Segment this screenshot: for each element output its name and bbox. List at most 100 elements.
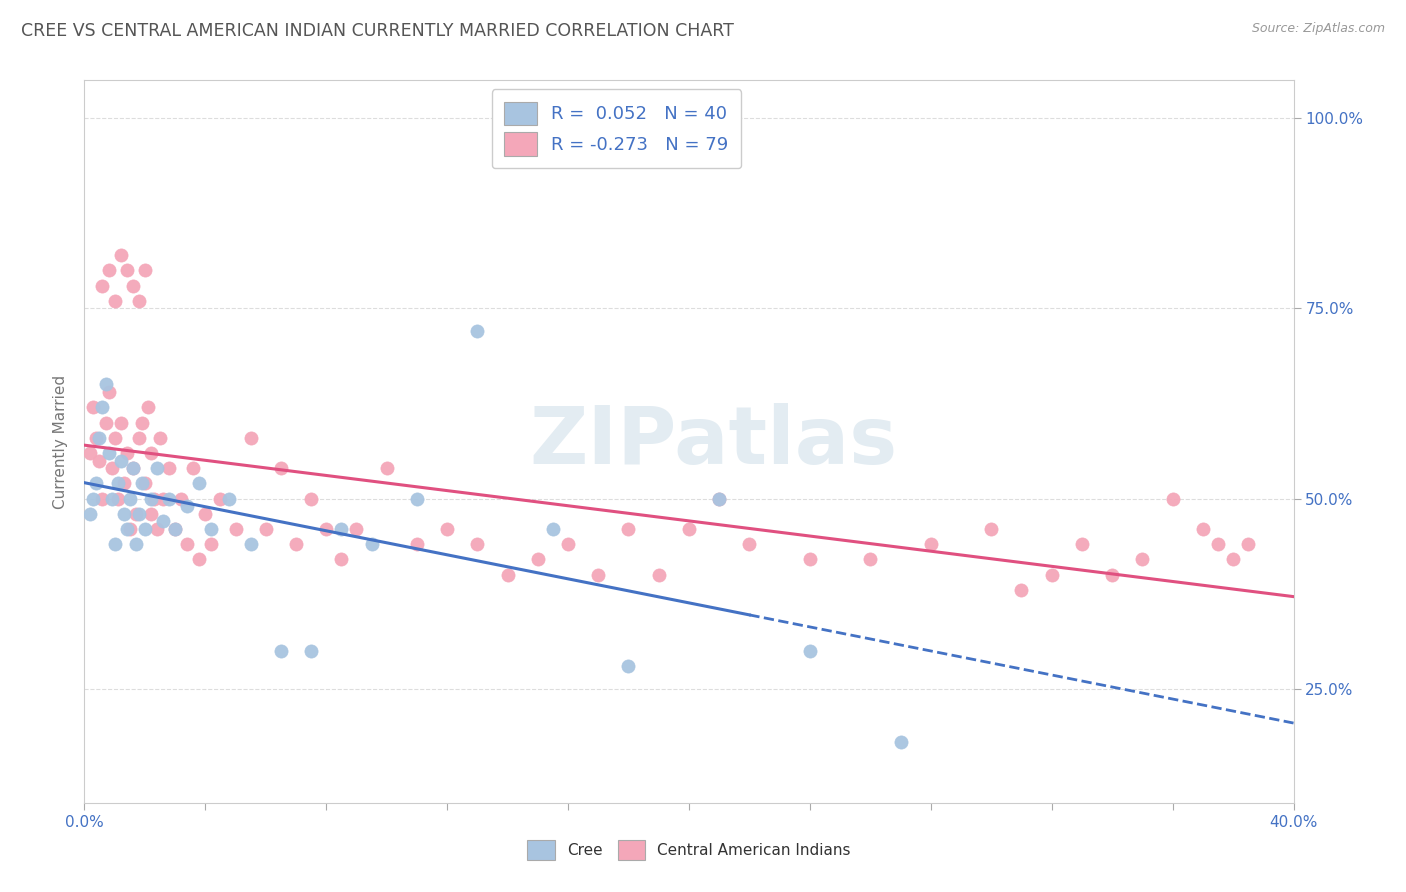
- Point: [149, 431, 172, 445]
- Point: [496, 567, 519, 582]
- Point: [128, 293, 150, 308]
- Point: [152, 515, 174, 529]
- Point: [136, 401, 159, 415]
- Point: [346, 522, 368, 536]
- Point: [110, 453, 132, 467]
- Point: [142, 491, 165, 506]
- Point: [104, 431, 127, 445]
- Point: [100, 461, 122, 475]
- Point: [799, 552, 821, 566]
- Point: [799, 643, 821, 657]
- Point: [239, 537, 262, 551]
- Point: [121, 461, 143, 475]
- Point: [115, 446, 138, 460]
- Point: [112, 476, 135, 491]
- Point: [239, 431, 262, 445]
- Point: [128, 431, 150, 445]
- Point: [79, 446, 101, 460]
- Point: [121, 278, 143, 293]
- Point: [131, 476, 153, 491]
- Point: [617, 522, 640, 536]
- Point: [91, 278, 114, 293]
- Point: [112, 507, 135, 521]
- Point: [436, 522, 458, 536]
- Text: ZIPatlas: ZIPatlas: [529, 402, 897, 481]
- Point: [170, 491, 193, 506]
- Point: [225, 522, 247, 536]
- Point: [86, 476, 108, 491]
- Point: [315, 522, 337, 536]
- Point: [110, 248, 132, 262]
- Point: [176, 499, 198, 513]
- Point: [134, 476, 156, 491]
- Point: [678, 522, 700, 536]
- Point: [82, 491, 104, 506]
- Point: [1011, 582, 1033, 597]
- Point: [1222, 552, 1244, 566]
- Point: [738, 537, 761, 551]
- Point: [89, 453, 111, 467]
- Point: [188, 552, 211, 566]
- Point: [181, 461, 204, 475]
- Point: [146, 461, 169, 475]
- Point: [375, 461, 398, 475]
- Point: [89, 431, 111, 445]
- Point: [330, 552, 353, 566]
- Point: [91, 401, 114, 415]
- Point: [104, 293, 127, 308]
- Point: [1040, 567, 1063, 582]
- Point: [115, 522, 138, 536]
- Point: [218, 491, 240, 506]
- Point: [1237, 537, 1260, 551]
- Point: [107, 491, 129, 506]
- Point: [176, 537, 198, 551]
- Point: [139, 491, 162, 506]
- Point: [557, 537, 579, 551]
- Point: [128, 507, 150, 521]
- Point: [200, 537, 222, 551]
- Point: [709, 491, 731, 506]
- Point: [1071, 537, 1094, 551]
- Point: [299, 491, 322, 506]
- Point: [890, 735, 912, 749]
- Point: [100, 491, 122, 506]
- Point: [165, 522, 187, 536]
- Point: [920, 537, 942, 551]
- Point: [588, 567, 610, 582]
- Point: [104, 537, 127, 551]
- Point: [467, 537, 489, 551]
- Y-axis label: Currently Married: Currently Married: [53, 375, 69, 508]
- Point: [648, 567, 671, 582]
- Point: [360, 537, 382, 551]
- Point: [97, 385, 120, 400]
- Point: [1130, 552, 1153, 566]
- Point: [1161, 491, 1184, 506]
- Point: [91, 491, 114, 506]
- Point: [125, 537, 148, 551]
- Point: [152, 491, 174, 506]
- Point: [200, 522, 222, 536]
- Point: [1101, 567, 1123, 582]
- Point: [859, 552, 882, 566]
- Point: [82, 401, 104, 415]
- Point: [118, 491, 141, 506]
- Point: [406, 537, 429, 551]
- Point: [131, 416, 153, 430]
- Point: [110, 416, 132, 430]
- Point: [709, 491, 731, 506]
- Point: [527, 552, 550, 566]
- Point: [115, 263, 138, 277]
- Point: [188, 476, 211, 491]
- Point: [980, 522, 1002, 536]
- Point: [194, 507, 217, 521]
- Point: [121, 461, 143, 475]
- Point: [270, 643, 292, 657]
- Point: [139, 507, 162, 521]
- Point: [270, 461, 292, 475]
- Point: [165, 522, 187, 536]
- Point: [94, 416, 117, 430]
- Legend: Cree, Central American Indians: Cree, Central American Indians: [519, 832, 859, 867]
- Point: [139, 446, 162, 460]
- Point: [134, 522, 156, 536]
- Point: [406, 491, 429, 506]
